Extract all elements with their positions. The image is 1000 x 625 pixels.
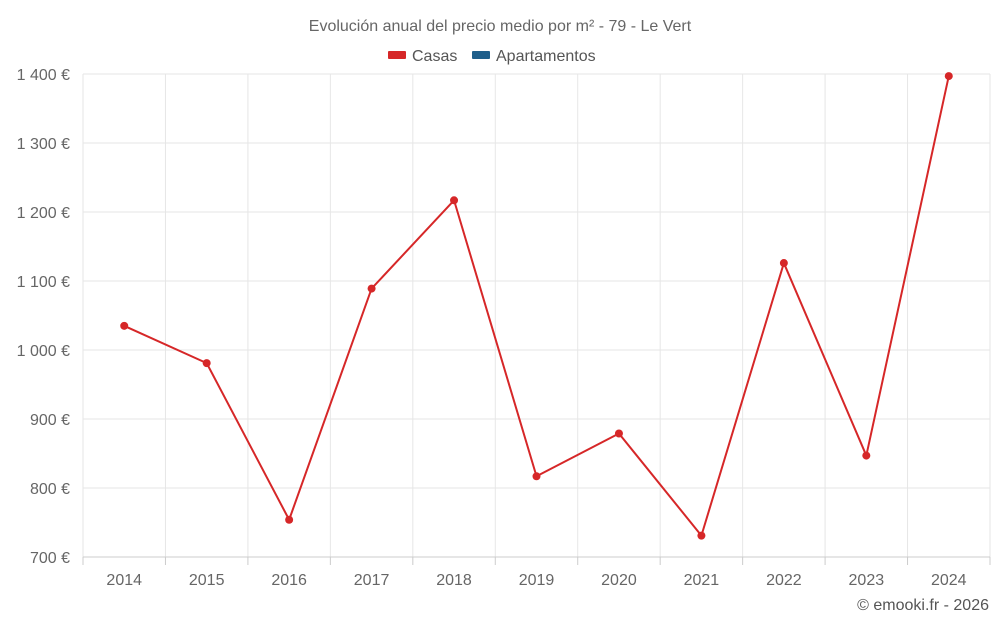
x-tick-label: 2017 <box>354 572 390 589</box>
y-tick-label: 900 € <box>30 412 70 429</box>
x-tick-label: 2019 <box>519 572 555 589</box>
x-tick-label: 2020 <box>601 572 637 589</box>
y-tick-label: 1 400 € <box>17 67 70 84</box>
axes <box>82 556 991 565</box>
data-point-casas[interactable] <box>285 515 294 524</box>
legend-swatch-casas <box>388 51 406 59</box>
x-tick-label: 2023 <box>849 572 885 589</box>
x-tick-label: 2015 <box>189 572 225 589</box>
data-point-casas[interactable] <box>697 531 706 540</box>
series-casas <box>120 72 953 540</box>
data-point-casas[interactable] <box>614 429 623 438</box>
credit-text: © emooki.fr - 2026 <box>857 597 989 614</box>
y-axis-labels: 700 € 800 € 900 € 1 000 € 1 100 € 1 200 € 1 30… <box>17 67 70 567</box>
y-tick-label: 1 300 € <box>17 136 70 153</box>
legend: Casas Apartamentos <box>388 48 596 65</box>
y-tick-label: 1 000 € <box>17 343 70 360</box>
data-point-casas[interactable] <box>532 472 541 481</box>
data-point-casas[interactable] <box>862 451 871 460</box>
legend-label-casas: Casas <box>412 48 457 65</box>
legend-item-apartamentos[interactable]: Apartamentos <box>472 48 596 65</box>
legend-swatch-apartamentos <box>472 51 490 59</box>
y-tick-label: 1 200 € <box>17 205 70 222</box>
y-tick-label: 700 € <box>30 550 70 567</box>
legend-item-casas[interactable]: Casas <box>388 48 457 65</box>
data-point-casas[interactable] <box>450 196 459 205</box>
x-tick-label: 2021 <box>684 572 720 589</box>
x-tick-label: 2016 <box>271 572 307 589</box>
x-axis-labels: 2014 2015 2016 2017 2018 2019 2020 2021 2022 2023… <box>106 572 966 589</box>
data-point-casas[interactable] <box>944 72 953 81</box>
x-tick-label: 2014 <box>106 572 142 589</box>
x-tick-label: 2022 <box>766 572 802 589</box>
x-tick-label: 2024 <box>931 572 967 589</box>
x-tick-label: 2018 <box>436 572 472 589</box>
grid <box>82 73 991 557</box>
legend-label-apartamentos: Apartamentos <box>496 48 596 65</box>
data-point-casas[interactable] <box>202 359 211 368</box>
chart-title: Evolución anual del precio medio por m² … <box>309 18 692 35</box>
y-tick-label: 1 100 € <box>17 274 70 291</box>
data-point-casas[interactable] <box>779 259 788 268</box>
data-point-casas[interactable] <box>367 284 376 293</box>
y-tick-label: 800 € <box>30 481 70 498</box>
data-point-casas[interactable] <box>120 321 129 330</box>
